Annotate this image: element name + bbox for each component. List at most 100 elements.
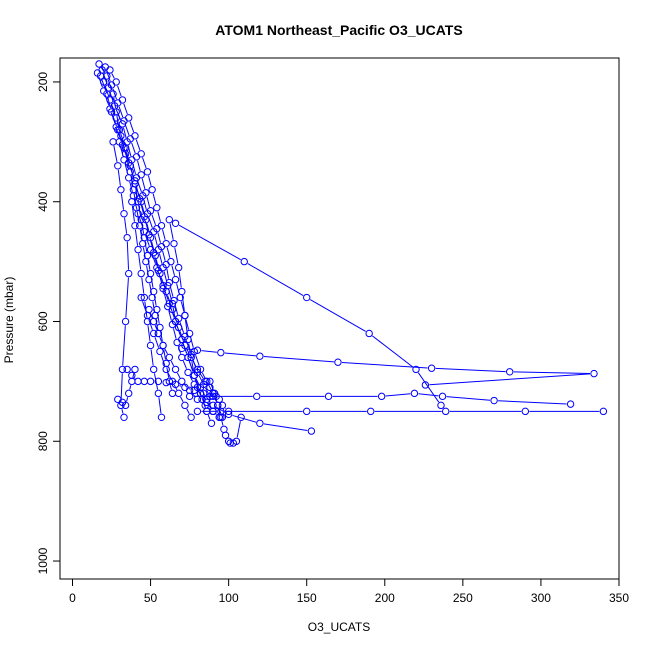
series-line — [169, 286, 174, 297]
series-line — [172, 328, 177, 339]
series-line — [184, 384, 188, 388]
data-point — [131, 221, 139, 230]
series-line — [153, 295, 157, 306]
data-point — [123, 233, 131, 242]
series-line — [146, 265, 149, 276]
data-point — [125, 389, 133, 398]
series-line — [221, 421, 224, 426]
data-point — [134, 377, 142, 386]
series — [128, 198, 166, 422]
series — [145, 305, 223, 422]
data-point — [109, 138, 117, 146]
data-point — [159, 341, 167, 350]
data-point — [209, 407, 217, 416]
y-axis: 200 400 600 800 1000 — [36, 72, 61, 574]
series-line — [170, 360, 175, 367]
series-line — [104, 85, 110, 97]
data-point — [149, 365, 158, 374]
series — [100, 78, 163, 338]
series-line — [208, 384, 212, 391]
data-point — [146, 207, 155, 215]
series-line — [150, 277, 154, 288]
data-point — [128, 198, 136, 206]
data-point — [214, 401, 222, 410]
data-point — [145, 305, 153, 314]
series-line — [180, 396, 184, 403]
series-line — [200, 401, 203, 404]
series-line — [224, 352, 256, 357]
data-point — [167, 257, 175, 266]
data-point — [232, 437, 241, 445]
series-line — [201, 350, 217, 353]
series-line — [154, 325, 158, 330]
series-line — [198, 375, 203, 382]
data-point — [178, 377, 186, 386]
x-tick-label: 350 — [609, 591, 629, 605]
series-line — [117, 85, 122, 97]
x-axis-label: O3_UCATS — [308, 620, 370, 634]
series-line — [263, 423, 308, 431]
series-line — [144, 220, 149, 231]
series — [185, 389, 575, 408]
data-point — [193, 346, 202, 354]
data-point — [220, 425, 228, 433]
series-line — [154, 337, 160, 348]
series-line — [123, 103, 128, 115]
data-point — [377, 392, 386, 401]
series-line — [147, 325, 151, 342]
data-point — [221, 431, 230, 439]
y-tick-label: 800 — [36, 431, 50, 451]
series-line — [135, 187, 138, 198]
data-point — [125, 174, 133, 182]
data-point — [224, 437, 233, 445]
series-line — [115, 109, 122, 121]
x-tick-label: 250 — [453, 591, 473, 605]
series-line — [112, 88, 117, 100]
data-point — [162, 365, 170, 374]
data-point — [148, 293, 156, 302]
data-point — [324, 392, 333, 401]
series-line — [168, 310, 172, 321]
data-point — [171, 275, 180, 284]
data-point — [126, 168, 134, 176]
series-line — [132, 373, 135, 378]
data-point — [114, 126, 122, 134]
data-point — [142, 189, 150, 197]
series-line — [138, 217, 144, 229]
series — [137, 293, 195, 422]
plot-area — [59, 57, 620, 580]
series-line — [152, 301, 156, 312]
series-line — [166, 268, 170, 279]
x-tick-label: 0 — [69, 591, 76, 605]
series-line — [218, 408, 222, 414]
series-line — [142, 247, 146, 258]
data-point — [154, 377, 163, 386]
series-line — [145, 235, 150, 247]
x-tick-label: 100 — [219, 591, 239, 605]
series-line — [195, 378, 200, 385]
series-line — [111, 73, 115, 79]
series-line — [153, 373, 159, 390]
data-point — [207, 419, 216, 427]
series-line — [201, 372, 206, 379]
series-line — [176, 372, 181, 379]
data-point — [118, 96, 127, 104]
data-point — [206, 377, 214, 386]
series-line — [178, 271, 182, 288]
data-point — [162, 378, 170, 387]
data-point — [168, 389, 177, 398]
series — [193, 407, 608, 416]
series-line — [149, 283, 152, 294]
series-line — [126, 241, 130, 270]
series-line — [263, 356, 334, 363]
series-line — [121, 409, 124, 414]
series-line — [429, 373, 591, 386]
series-line — [100, 67, 106, 73]
data-point — [165, 278, 174, 287]
data-point — [137, 293, 145, 302]
data-point — [143, 311, 152, 320]
series-line — [130, 169, 135, 181]
data-point — [237, 413, 245, 422]
data-point — [134, 210, 142, 218]
series-line — [247, 263, 304, 296]
